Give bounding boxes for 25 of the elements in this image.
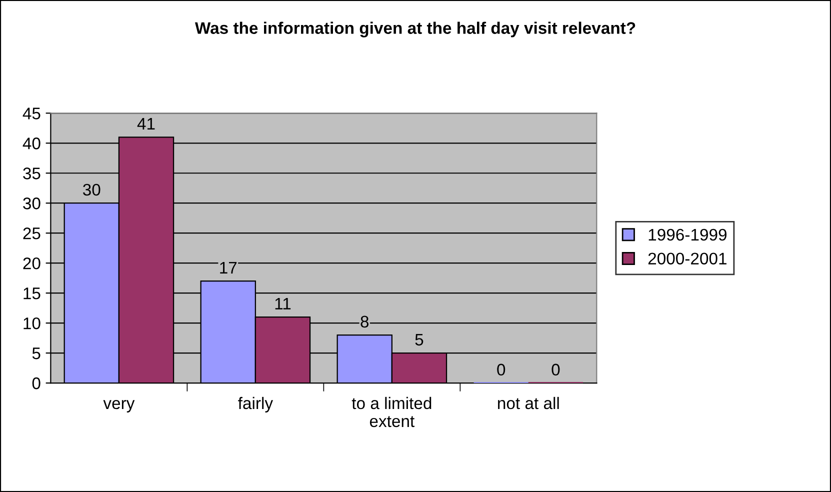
data-label: 30: [83, 184, 100, 196]
data-label: 11: [275, 298, 291, 310]
y-tick-label: 35: [23, 168, 40, 180]
x-tick-label: to a limited extent: [352, 396, 432, 428]
x-tick-label: fairly: [238, 396, 273, 412]
data-label: 41: [137, 118, 155, 130]
y-tick-label: 45: [22, 108, 40, 120]
data-label: 17: [220, 262, 237, 274]
y-tick-label: 5: [32, 348, 40, 360]
data-label: 8: [360, 316, 369, 328]
chart-title: Was the information given at the half day visit relevant?: [194, 22, 636, 38]
y-tick-label: 10: [24, 317, 40, 330]
y-tick-label: 25: [23, 228, 40, 240]
legend-label: 2000-2001: [648, 252, 726, 264]
y-tick-label: 20: [23, 257, 40, 270]
y-tick-label: 15: [24, 288, 40, 300]
data-label: 5: [415, 334, 424, 346]
data-label: 0: [497, 364, 506, 376]
legend-label: 1996-1999: [648, 228, 726, 241]
x-tick-label: not at all: [498, 396, 559, 410]
data-label: 0: [552, 364, 560, 376]
x-tick-label: very: [103, 400, 135, 412]
y-tick-label: 30: [23, 198, 40, 210]
y-tick-label: 0: [32, 377, 40, 390]
y-tick-label: 40: [22, 138, 40, 150]
